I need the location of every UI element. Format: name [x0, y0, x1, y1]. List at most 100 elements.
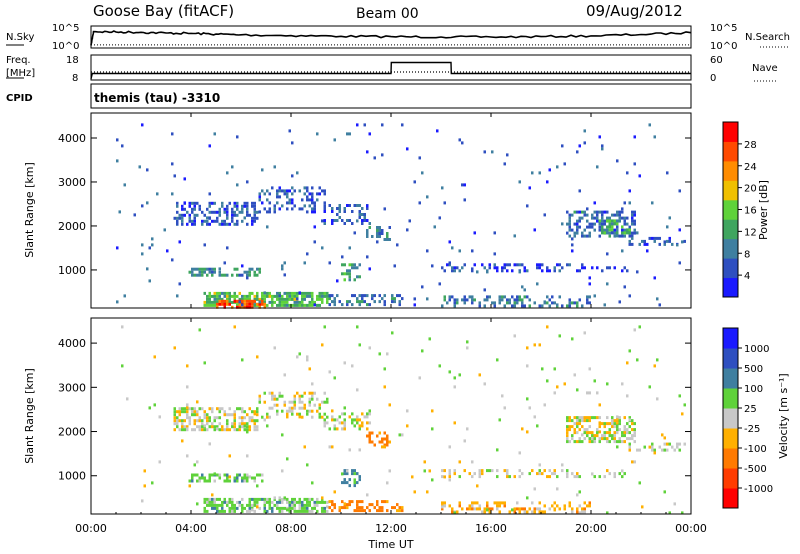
- heat-cell: [276, 294, 279, 298]
- heat-cell: [148, 246, 151, 250]
- heat-cell: [126, 397, 129, 401]
- heat-cell: [263, 500, 266, 504]
- heat-cell: [606, 440, 609, 444]
- heat-cell: [313, 303, 316, 307]
- power-colorbar-label: Power [dB]: [757, 180, 770, 240]
- heat-cell: [221, 291, 224, 295]
- heat-cell: [383, 445, 386, 449]
- heat-cell: [193, 219, 196, 223]
- heat-cell: [448, 445, 451, 449]
- heat-cell: [221, 299, 224, 303]
- heat-cell: [216, 297, 219, 301]
- heat-cell: [623, 431, 626, 435]
- heat-cell: [183, 207, 186, 211]
- heat-cell: [198, 407, 201, 411]
- heat-cell: [381, 229, 384, 232]
- heat-cell: [251, 204, 254, 208]
- heat-cell: [243, 479, 246, 483]
- heat-cell: [211, 500, 214, 504]
- heat-cell: [258, 302, 261, 306]
- heat-cell: [313, 204, 316, 208]
- heat-cell: [141, 204, 144, 208]
- heat-cell: [238, 297, 241, 301]
- heat-cell: [211, 425, 214, 429]
- heat-cell: [573, 373, 576, 377]
- heat-cell: [116, 246, 119, 250]
- heat-cell: [243, 299, 246, 303]
- heat-cell: [246, 302, 249, 306]
- heat-cell: [203, 291, 206, 295]
- heat-cell: [158, 415, 161, 419]
- heat-cell: [371, 235, 374, 238]
- heat-cell: [283, 303, 286, 307]
- heat-cell: [441, 501, 444, 505]
- heat-cell: [233, 201, 236, 205]
- heat-cell: [211, 270, 214, 274]
- heat-cell: [386, 238, 389, 241]
- heat-cell: [506, 472, 509, 476]
- heat-cell: [246, 299, 249, 303]
- heat-cell: [613, 437, 616, 441]
- heat-cell: [446, 263, 449, 267]
- heat-cell: [348, 219, 351, 222]
- heat-cell: [413, 490, 416, 494]
- heat-cell: [381, 509, 384, 513]
- heat-cell: [248, 297, 251, 301]
- heat-cell: [368, 440, 371, 444]
- heat-cell: [313, 500, 316, 504]
- heat-cell: [283, 291, 286, 295]
- heat-cell: [613, 419, 616, 423]
- heat-cell: [678, 448, 681, 452]
- heat-cell: [343, 222, 346, 225]
- heat-cell: [251, 416, 254, 420]
- heat-cell: [318, 303, 321, 307]
- heat-cell: [496, 469, 499, 473]
- heat-cell: [576, 493, 579, 497]
- heat-cell: [206, 303, 209, 307]
- heat-cell: [221, 204, 224, 208]
- heat-cell: [223, 294, 226, 298]
- heat-cell: [203, 506, 206, 510]
- heat-cell: [678, 394, 681, 398]
- heat-cell: [281, 394, 284, 398]
- heat-cell: [323, 207, 326, 210]
- heat-cell: [253, 500, 256, 504]
- heat-cell: [346, 272, 349, 276]
- x-tick-label: 00:00: [675, 522, 707, 535]
- heat-cell: [481, 263, 484, 267]
- heat-cell: [156, 192, 159, 196]
- heat-cell: [171, 192, 174, 196]
- heat-cell: [326, 509, 329, 513]
- heat-cell: [306, 463, 309, 467]
- heat-cell: [603, 437, 606, 441]
- heat-cell: [461, 141, 464, 145]
- heat-cell: [196, 473, 199, 477]
- heat-cell: [623, 266, 626, 270]
- y-tick-label: 1000: [58, 470, 86, 483]
- heat-cell: [191, 222, 194, 226]
- heat-cell: [426, 249, 429, 253]
- heat-cell: [291, 503, 294, 507]
- heat-cell: [311, 201, 314, 205]
- heat-cell: [231, 305, 234, 309]
- heat-cell: [526, 364, 529, 368]
- heat-cell: [531, 171, 534, 175]
- heat-cell: [223, 479, 226, 483]
- heat-cell: [271, 391, 274, 395]
- noise-line-sky: [90, 30, 692, 46]
- heat-cell: [193, 473, 196, 477]
- heat-cell: [496, 269, 499, 273]
- heat-cell: [553, 301, 556, 305]
- heat-cell: [638, 481, 641, 485]
- heat-cell: [566, 431, 569, 435]
- heat-cell: [383, 238, 386, 241]
- heat-cell: [631, 428, 634, 432]
- heat-cell: [188, 219, 191, 223]
- heat-cell: [171, 258, 174, 262]
- heat-cell: [413, 297, 416, 301]
- heat-cell: [348, 415, 351, 419]
- heat-cell: [373, 443, 376, 447]
- heat-cell: [361, 509, 364, 513]
- colorbar-tick-label: 12: [744, 227, 757, 238]
- heat-cell: [593, 294, 596, 298]
